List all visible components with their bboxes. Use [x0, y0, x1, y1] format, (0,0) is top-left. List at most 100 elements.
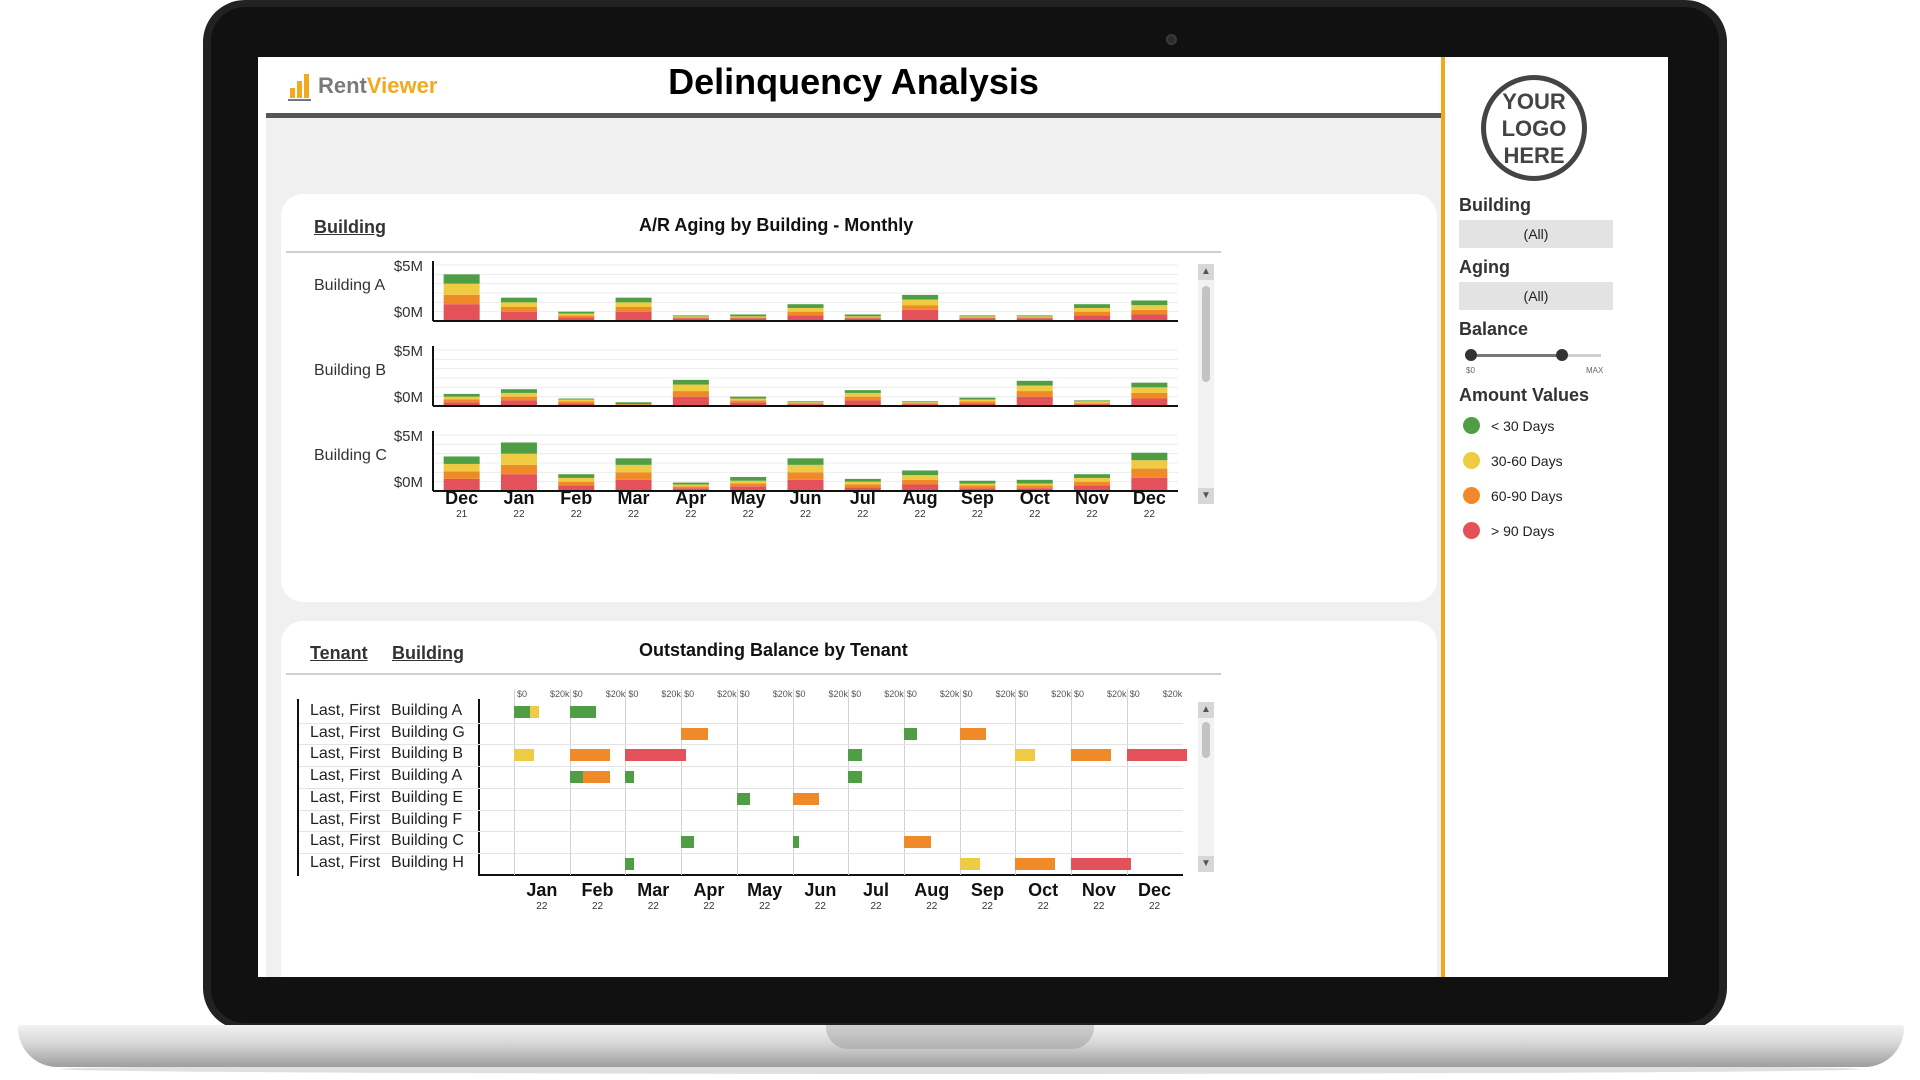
tenant-name[interactable]: Last, First: [310, 788, 381, 806]
tenant-name[interactable]: Last, First: [310, 767, 381, 785]
bar-segment: [959, 488, 996, 491]
tenant-name[interactable]: Last, First: [310, 810, 381, 828]
tenant-row-axis-line: [297, 699, 299, 876]
aging-filter-select[interactable]: (All): [1459, 282, 1613, 310]
balance-bar-segment[interactable]: [583, 771, 610, 784]
row-divider: [299, 852, 1183, 854]
building-filter-select[interactable]: (All): [1459, 220, 1613, 248]
balance-bar-segment[interactable]: [625, 771, 635, 784]
tenant-name[interactable]: Last, First: [310, 745, 381, 763]
bar-segment: [500, 392, 537, 397]
legend-item[interactable]: 30-60 Days: [1463, 452, 1563, 469]
tick-label-zero: $0: [684, 689, 695, 699]
tenant-building: Building A: [391, 702, 463, 719]
balance-bar-segment[interactable]: [792, 836, 800, 849]
balance-bar-segment[interactable]: [569, 771, 584, 784]
bar-segment: [959, 316, 996, 318]
tenant-name[interactable]: Last, First: [310, 702, 381, 719]
x-axis-month-label: Aug: [914, 880, 950, 900]
tenant-name[interactable]: Last, First: [310, 853, 381, 871]
balance-bar-segment[interactable]: [903, 727, 918, 740]
bar-segment: [558, 403, 595, 406]
balance-bar-segment[interactable]: [959, 857, 980, 870]
tenant-name[interactable]: Last, First: [310, 723, 381, 741]
tenant-card: Tenant Building Outstanding Balance by T…: [281, 621, 1437, 977]
legend-color-icon: [1463, 487, 1480, 504]
balance-bar-segment[interactable]: [1071, 857, 1132, 870]
balance-bar-segment[interactable]: [681, 836, 695, 849]
tab-building[interactable]: Building: [392, 643, 464, 663]
legend-item[interactable]: < 30 Days: [1463, 417, 1554, 434]
balance-bar-segment[interactable]: [569, 749, 610, 762]
balance-bar-segment[interactable]: [1015, 857, 1056, 870]
balance-bar-segment[interactable]: [903, 836, 931, 849]
bar-segment: [730, 398, 767, 401]
gantt-column-divider: [903, 689, 905, 875]
x-axis-year-label: 21: [456, 509, 468, 520]
row-divider: [299, 744, 1183, 746]
x-axis-year-label: 22: [926, 901, 938, 912]
scroll-up-arrow-icon[interactable]: ▲: [1198, 264, 1214, 280]
bar-segment: [615, 307, 652, 312]
tab-tenant[interactable]: Tenant: [310, 643, 368, 663]
legend-item[interactable]: > 90 Days: [1463, 522, 1554, 539]
bar-segment: [730, 316, 767, 318]
legend-item[interactable]: 60-90 Days: [1463, 487, 1563, 504]
bar-segment: [787, 315, 824, 321]
balance-bar-segment[interactable]: [1071, 749, 1112, 762]
balance-slider-max-handle[interactable]: [1556, 349, 1568, 361]
x-axis-month-label: Jan: [503, 488, 535, 508]
bar-segment: [615, 472, 652, 480]
tab-building[interactable]: Building: [314, 217, 386, 237]
scroll-thumb[interactable]: [1202, 722, 1210, 758]
x-axis-month-label: Nov: [1075, 488, 1110, 508]
bar-segment: [902, 309, 939, 321]
tenant-name[interactable]: Last, First: [310, 832, 381, 850]
bar-segment: [672, 317, 709, 319]
balance-bar-segment[interactable]: [569, 706, 597, 718]
bar-segment: [902, 402, 939, 404]
balance-bar-segment[interactable]: [1015, 749, 1036, 762]
scroll-down-arrow-icon[interactable]: ▼: [1198, 856, 1214, 872]
scroll-down-arrow-icon[interactable]: ▼: [1198, 488, 1214, 504]
tenant-scrollbar[interactable]: ▲ ▼: [1198, 702, 1214, 872]
bar-segment: [558, 401, 595, 404]
legend-label: 60-90 Days: [1491, 487, 1563, 504]
bar-segment: [672, 484, 709, 487]
bar-segment: [615, 297, 652, 303]
rentviewer-logo[interactable]: RentViewer: [288, 70, 437, 101]
balance-bar-segment[interactable]: [529, 706, 539, 718]
brand-part1: Rent: [318, 72, 367, 98]
balance-bar-segment[interactable]: [848, 771, 862, 784]
balance-bar-segment[interactable]: [514, 749, 535, 762]
balance-bar-segment[interactable]: [681, 727, 708, 740]
x-axis-year-label: 22: [536, 901, 548, 912]
x-axis-month-label: Jun: [804, 880, 837, 900]
bar-segment: [443, 471, 480, 479]
aging-facet-plot: [432, 261, 1178, 322]
x-axis-year-label: 22: [870, 901, 882, 912]
scroll-thumb[interactable]: [1202, 286, 1210, 382]
gantt-column-divider: [1015, 689, 1017, 875]
bar-segment: [1016, 488, 1053, 491]
bar-segment: [844, 392, 881, 397]
scroll-up-arrow-icon[interactable]: ▲: [1198, 702, 1214, 718]
bar-segment: [787, 402, 824, 404]
balance-slider-min-handle[interactable]: [1465, 349, 1477, 361]
x-axis-month-label: Feb: [560, 488, 593, 508]
balance-slider-range: [1471, 354, 1562, 357]
balance-bar-segment[interactable]: [848, 749, 862, 762]
tick-label-20k: $20k: [1051, 689, 1071, 699]
balance-bar-segment[interactable]: [514, 706, 530, 718]
balance-max-label: MAX: [1586, 366, 1604, 375]
balance-bar-segment[interactable]: [1126, 749, 1187, 762]
balance-bar-segment[interactable]: [959, 727, 987, 740]
x-axis-month-label: Oct: [1019, 488, 1050, 508]
balance-bar-segment[interactable]: [625, 857, 635, 870]
balance-bar-segment[interactable]: [736, 792, 751, 805]
gantt-column-divider: [681, 689, 683, 875]
bar-segment: [844, 400, 881, 406]
balance-bar-segment[interactable]: [625, 749, 686, 762]
balance-bar-segment[interactable]: [792, 792, 820, 805]
aging-scrollbar[interactable]: ▲ ▼: [1198, 264, 1214, 504]
